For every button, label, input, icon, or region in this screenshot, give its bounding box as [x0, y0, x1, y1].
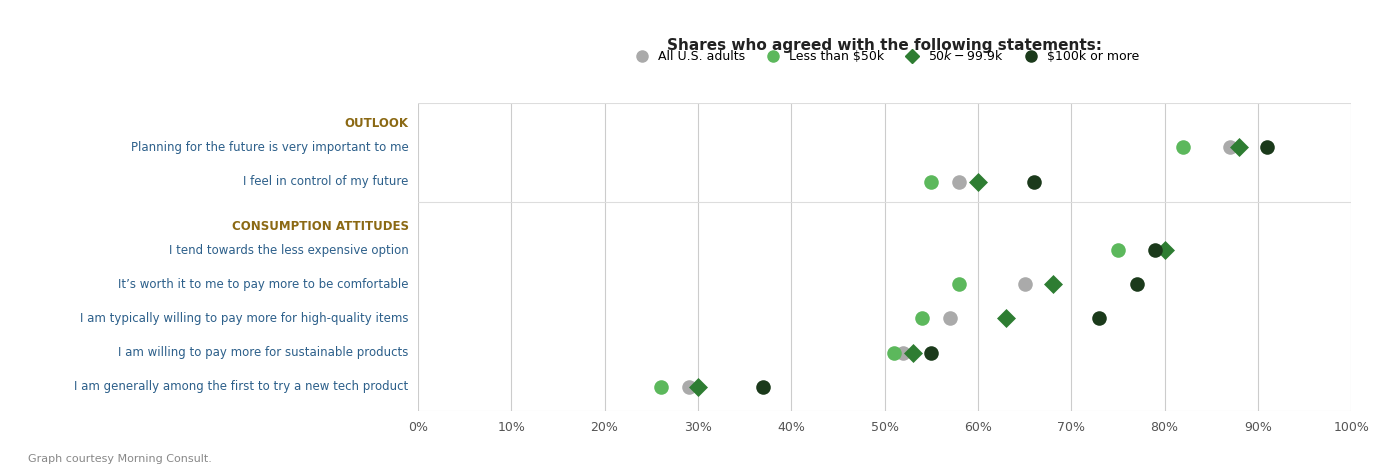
Point: [1219, 143, 1241, 151]
Text: CONSUMPTION ATTITUDES: CONSUMPTION ATTITUDES: [231, 219, 408, 233]
Point: [919, 349, 942, 356]
Text: I feel in control of my future: I feel in control of my future: [244, 175, 408, 188]
Point: [995, 315, 1017, 322]
Text: I am generally among the first to try a new tech product: I am generally among the first to try a …: [74, 381, 408, 394]
Point: [949, 281, 971, 288]
Point: [649, 383, 671, 391]
Text: I am typically willing to pay more for high-quality items: I am typically willing to pay more for h…: [79, 312, 408, 325]
Title: Shares who agreed with the following statements:: Shares who agreed with the following sta…: [667, 38, 1102, 53]
Point: [939, 315, 961, 322]
Point: [892, 349, 914, 356]
Point: [1172, 143, 1194, 151]
Point: [752, 383, 775, 391]
Legend: All U.S. adults, Less than $50k, $50k-$99.9k, $100k or more: All U.S. adults, Less than $50k, $50k-$9…: [624, 44, 1145, 68]
Point: [1022, 178, 1045, 185]
Point: [1229, 143, 1251, 151]
Text: OUTLOOK: OUTLOOK: [344, 117, 408, 130]
Point: [1256, 143, 1279, 151]
Point: [883, 349, 905, 356]
Point: [687, 383, 709, 391]
Point: [1088, 315, 1110, 322]
Point: [967, 178, 989, 185]
Text: Planning for the future is very important to me: Planning for the future is very importan…: [131, 141, 408, 154]
Text: Graph courtesy Morning Consult.: Graph courtesy Morning Consult.: [28, 454, 212, 464]
Point: [919, 178, 942, 185]
Point: [901, 349, 924, 356]
Text: I am willing to pay more for sustainable products: I am willing to pay more for sustainable…: [118, 346, 408, 359]
Point: [1126, 281, 1148, 288]
Point: [949, 178, 971, 185]
Point: [677, 383, 699, 391]
Point: [911, 315, 933, 322]
Point: [1106, 246, 1128, 254]
Text: I tend towards the less expensive option: I tend towards the less expensive option: [169, 243, 408, 256]
Text: It’s worth it to me to pay more to be comfortable: It’s worth it to me to pay more to be co…: [118, 278, 408, 291]
Point: [1144, 246, 1166, 254]
Point: [1014, 281, 1036, 288]
Point: [1042, 281, 1064, 288]
Point: [1153, 246, 1176, 254]
